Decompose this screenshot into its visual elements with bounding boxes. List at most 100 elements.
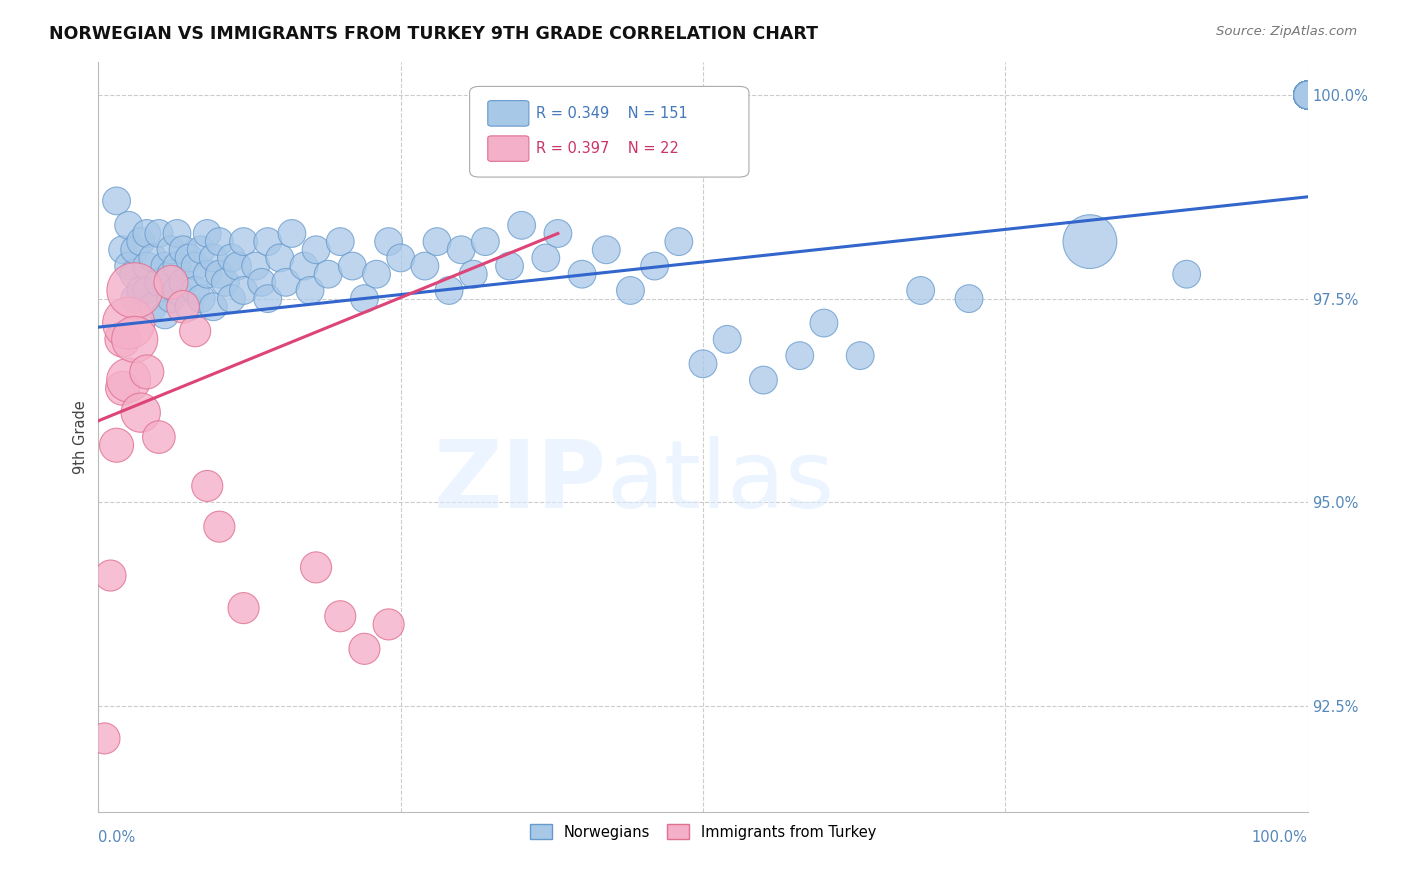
Point	[232, 284, 254, 298]
Text: atlas: atlas	[606, 436, 835, 528]
Text: Source: ZipAtlas.com: Source: ZipAtlas.com	[1216, 25, 1357, 38]
Point	[281, 227, 304, 241]
Point	[1296, 88, 1319, 103]
Point	[148, 227, 170, 241]
Point	[214, 276, 236, 290]
Point	[135, 365, 157, 379]
Point	[111, 243, 134, 257]
Point	[129, 235, 152, 249]
Point	[256, 235, 278, 249]
Point	[124, 267, 146, 281]
Point	[1296, 88, 1319, 103]
Point	[1296, 88, 1319, 103]
Point	[1296, 88, 1319, 103]
Point	[160, 267, 183, 281]
Point	[1296, 88, 1319, 103]
Point	[166, 227, 188, 241]
FancyBboxPatch shape	[488, 101, 529, 126]
Point	[1296, 88, 1319, 103]
Point	[1296, 88, 1319, 103]
Point	[184, 259, 207, 273]
Point	[208, 519, 231, 533]
Point	[1296, 88, 1319, 103]
Point	[1296, 88, 1319, 103]
Text: R = 0.349    N = 151: R = 0.349 N = 151	[536, 106, 688, 121]
Legend: Norwegians, Immigrants from Turkey: Norwegians, Immigrants from Turkey	[524, 819, 882, 846]
Point	[644, 259, 666, 273]
Point	[184, 284, 207, 298]
Point	[111, 381, 134, 395]
Point	[498, 259, 520, 273]
Point	[316, 267, 339, 281]
Point	[463, 267, 485, 281]
Point	[166, 284, 188, 298]
Point	[1296, 88, 1319, 103]
Point	[849, 349, 872, 363]
Point	[208, 235, 231, 249]
Point	[245, 259, 267, 273]
Point	[166, 259, 188, 273]
Text: NORWEGIAN VS IMMIGRANTS FROM TURKEY 9TH GRADE CORRELATION CHART: NORWEGIAN VS IMMIGRANTS FROM TURKEY 9TH …	[49, 25, 818, 43]
Point	[547, 227, 569, 241]
Text: 0.0%: 0.0%	[98, 830, 135, 846]
Point	[129, 284, 152, 298]
Point	[1296, 88, 1319, 103]
Text: 100.0%: 100.0%	[1251, 830, 1308, 846]
Point	[1296, 88, 1319, 103]
Point	[1296, 88, 1319, 103]
Point	[124, 243, 146, 257]
Point	[1296, 88, 1319, 103]
Point	[105, 194, 128, 208]
Point	[813, 316, 835, 330]
Point	[299, 284, 322, 298]
Point	[389, 251, 412, 265]
Point	[1296, 88, 1319, 103]
Point	[160, 276, 183, 290]
Point	[118, 259, 141, 273]
Point	[413, 259, 436, 273]
Point	[202, 300, 225, 314]
Point	[195, 479, 218, 493]
Point	[1296, 88, 1319, 103]
Point	[148, 430, 170, 444]
Point	[353, 292, 375, 306]
Point	[1296, 88, 1319, 103]
Point	[226, 259, 249, 273]
Point	[571, 267, 593, 281]
Point	[202, 251, 225, 265]
Point	[179, 300, 201, 314]
Point	[172, 243, 194, 257]
Point	[232, 601, 254, 615]
Point	[595, 243, 617, 257]
Point	[1296, 88, 1319, 103]
Point	[1296, 88, 1319, 103]
Point	[1296, 88, 1319, 103]
Point	[172, 300, 194, 314]
Point	[1296, 88, 1319, 103]
Point	[366, 267, 388, 281]
Point	[1296, 88, 1319, 103]
Point	[1296, 88, 1319, 103]
Point	[1296, 88, 1319, 103]
Point	[135, 259, 157, 273]
Point	[135, 227, 157, 241]
Point	[124, 292, 146, 306]
Point	[1296, 88, 1319, 103]
Point	[100, 568, 122, 582]
Point	[190, 292, 212, 306]
Point	[111, 332, 134, 346]
Point	[118, 373, 141, 387]
Text: ZIP: ZIP	[433, 436, 606, 528]
Point	[377, 617, 399, 632]
Point	[1296, 88, 1319, 103]
Point	[195, 227, 218, 241]
Point	[1296, 88, 1319, 103]
Point	[1296, 88, 1319, 103]
Point	[329, 609, 352, 624]
FancyBboxPatch shape	[470, 87, 749, 178]
Point	[208, 267, 231, 281]
Point	[752, 373, 775, 387]
Point	[153, 308, 176, 322]
Point	[1296, 88, 1319, 103]
Point	[135, 284, 157, 298]
